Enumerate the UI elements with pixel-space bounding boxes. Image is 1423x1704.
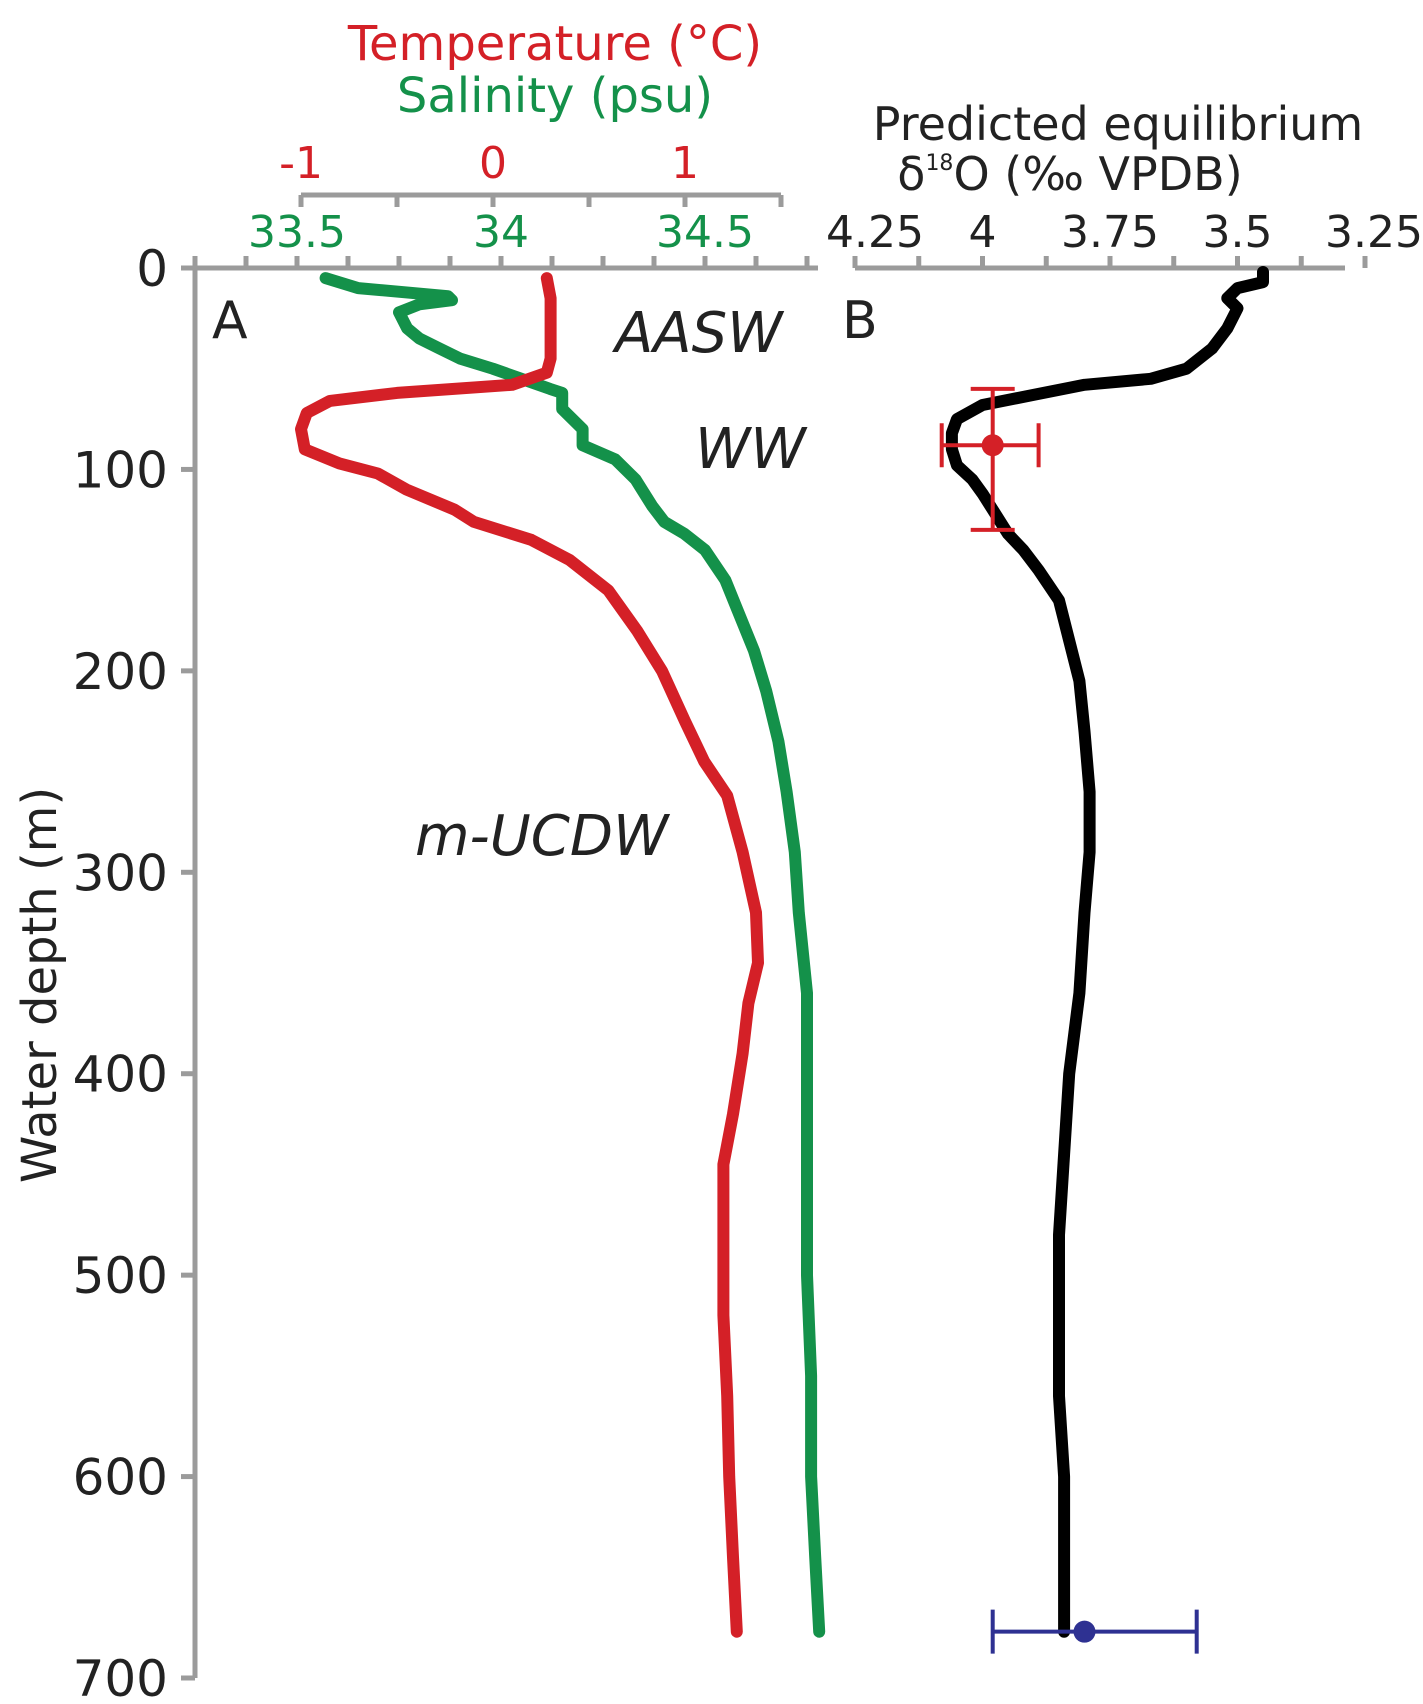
depth-axis-title: Water depth (m) <box>12 787 68 1183</box>
errorbar-deep <box>990 1609 1199 1654</box>
depth-tick-label: 600 <box>73 1449 168 1507</box>
d18o-axis-title-line1: Predicted equilibrium <box>873 97 1363 151</box>
depth-tick-label: 400 <box>73 1046 168 1104</box>
errorbar-point <box>981 434 1004 457</box>
annotation-aasw: AASW <box>612 301 785 366</box>
salinity-tick-label: 34.5 <box>656 207 754 258</box>
depth-tick-label: 100 <box>73 441 168 499</box>
salinity-tick-label: 33.5 <box>248 207 346 258</box>
depth-tick-label: 500 <box>73 1247 168 1305</box>
d18o-axis-title-rest: O (‰ VPDB) <box>953 147 1242 201</box>
d18o-tick-label: 4.25 <box>826 207 924 258</box>
series-layer <box>295 266 1269 1638</box>
d18o-series-line <box>945 266 1269 1638</box>
depth-axis: 0 100 200 300 400 500 600 700 <box>73 240 198 1704</box>
temperature-tick-label: 1 <box>671 138 699 189</box>
annotation-ww: WW <box>695 417 808 482</box>
d18o-axis-title-line2: δ18O (‰ VPDB) <box>897 147 1242 201</box>
panel-label-a: A <box>212 291 248 351</box>
salinity-series-line <box>319 272 826 1638</box>
depth-tick-label: 300 <box>73 844 168 902</box>
d18o-tick-label: 4 <box>969 207 997 258</box>
errorbar-layer <box>939 386 1199 1654</box>
d18o-tick-label: 3.75 <box>1061 207 1159 258</box>
errorbar-ww <box>939 386 1041 532</box>
panel-label-b: B <box>842 291 878 351</box>
annotation-m-ucdw: m-UCDW <box>415 804 671 869</box>
temperature-axis: -1 0 1 <box>279 138 784 207</box>
d18o-axis: 4.25 4 3.75 3.5 3.25 <box>826 207 1423 271</box>
d18o-tick-label: 3.25 <box>1325 207 1423 258</box>
d18o-axis-title-sup: 18 <box>925 151 953 176</box>
errorbar-point <box>1073 1620 1096 1643</box>
depth-tick-label: 700 <box>73 1650 168 1704</box>
d18o-axis-title-delta: δ <box>897 147 925 201</box>
salinity-axis: 33.5 34 34.5 <box>192 207 818 271</box>
depth-tick-label: 0 <box>136 240 168 298</box>
depth-tick-label: 200 <box>73 643 168 701</box>
temperature-axis-title: Temperature (°C) <box>347 16 762 72</box>
d18o-tick-label: 3.5 <box>1203 207 1273 258</box>
salinity-tick-label: 34 <box>473 207 529 258</box>
temperature-series-line <box>295 272 764 1638</box>
temperature-tick-label: -1 <box>279 138 323 189</box>
salinity-axis-title: Salinity (psu) <box>397 68 713 124</box>
temperature-tick-label: 0 <box>479 138 507 189</box>
